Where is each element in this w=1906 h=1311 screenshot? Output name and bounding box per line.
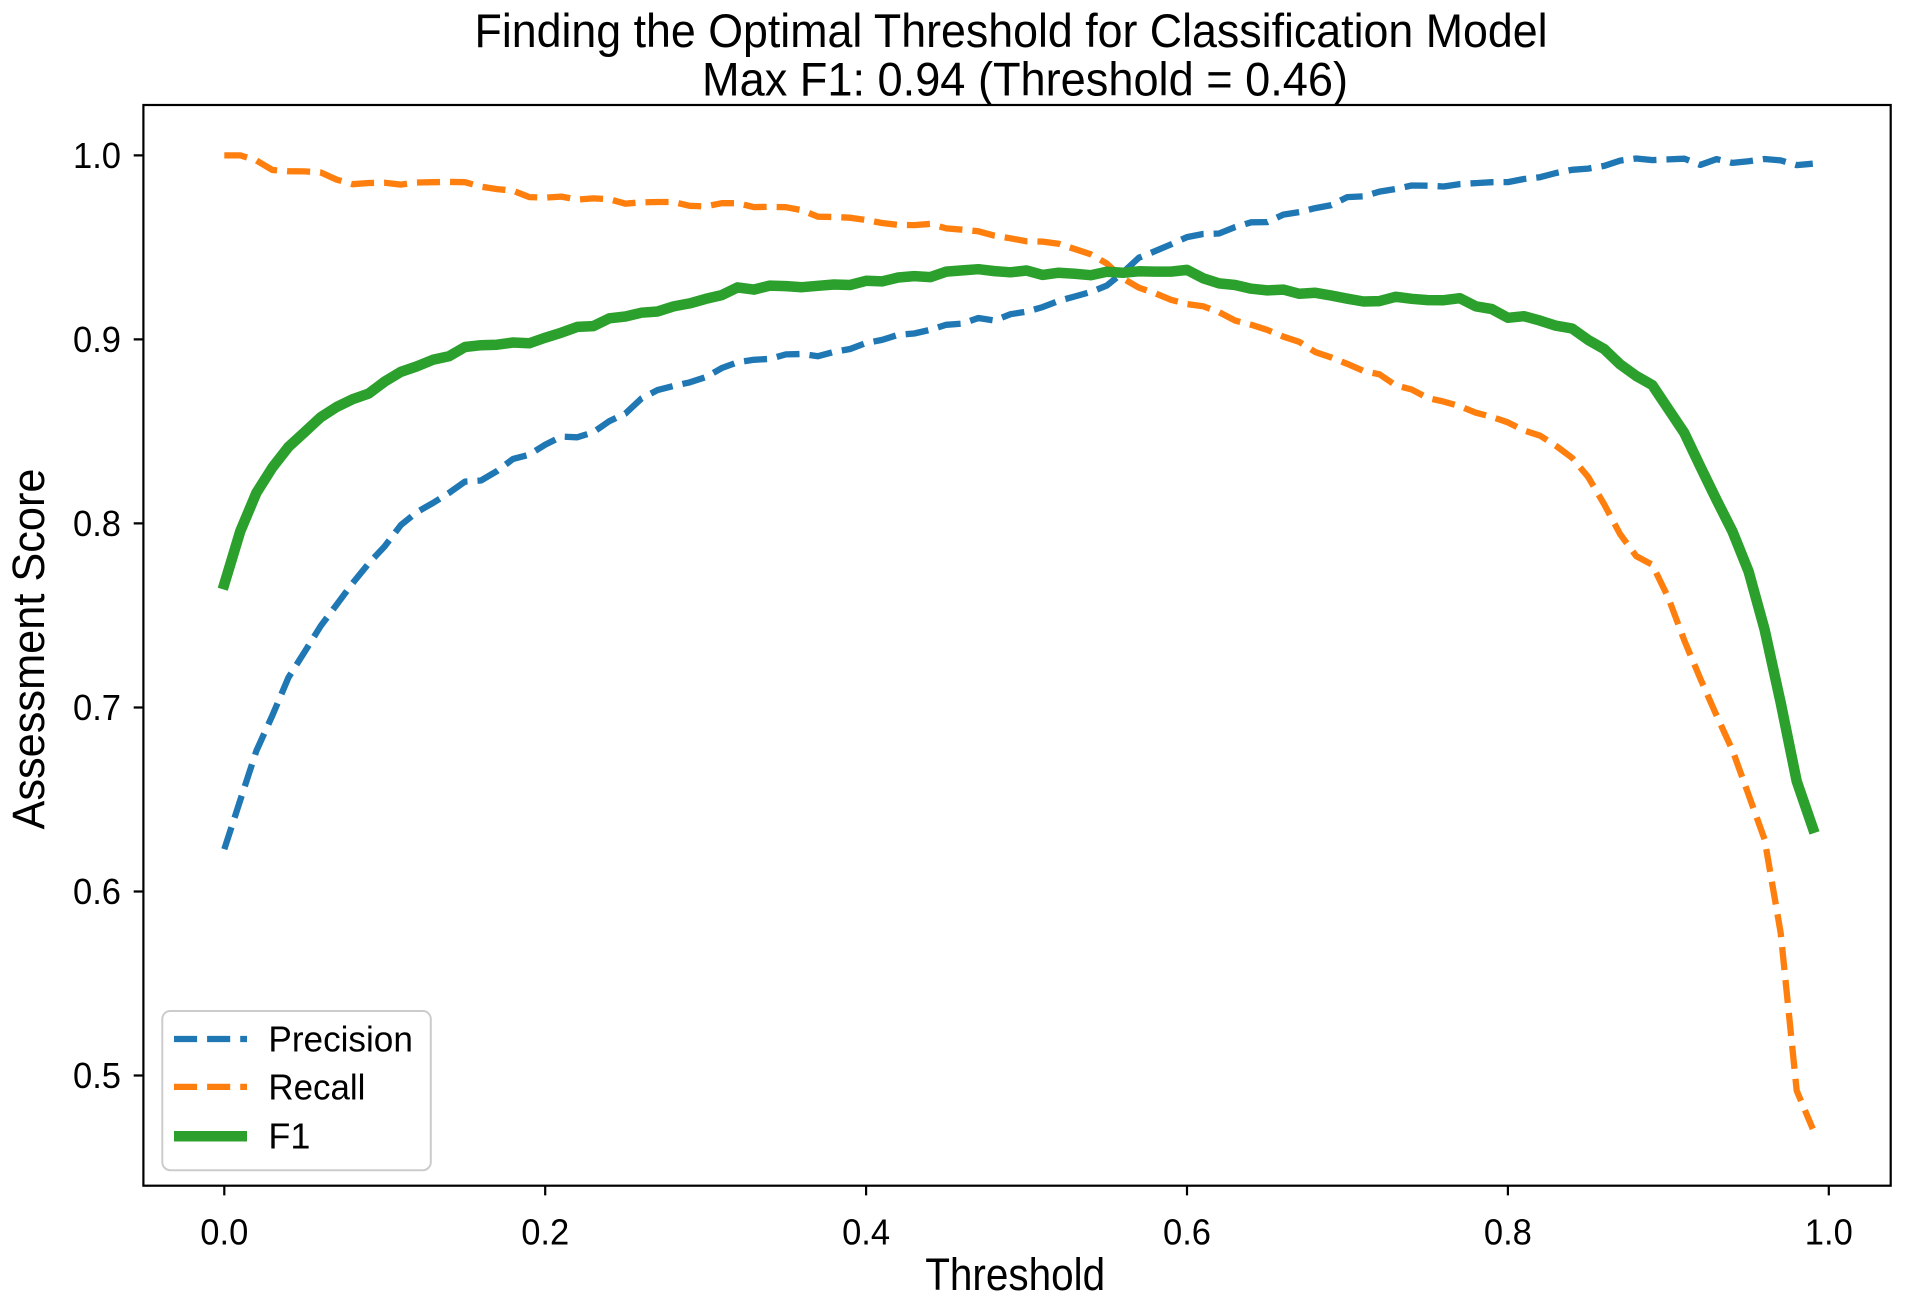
svg-text:1.0: 1.0 [1805, 1212, 1853, 1253]
svg-text:Max F1: 0.94 (Threshold = 0.46: Max F1: 0.94 (Threshold = 0.46) [702, 52, 1348, 105]
svg-text:Precision: Precision [268, 1019, 413, 1060]
svg-text:0.8: 0.8 [73, 503, 121, 544]
svg-text:Finding the Optimal Threshold: Finding the Optimal Threshold for Classi… [475, 4, 1548, 57]
svg-text:0.9: 0.9 [73, 319, 121, 360]
svg-text:0.6: 0.6 [73, 871, 121, 912]
svg-text:Recall: Recall [268, 1066, 365, 1107]
svg-text:0.8: 0.8 [1484, 1212, 1532, 1253]
svg-text:Assessment Score: Assessment Score [3, 469, 54, 830]
svg-text:0.4: 0.4 [842, 1212, 890, 1253]
svg-text:F1: F1 [268, 1116, 310, 1157]
svg-text:0.5: 0.5 [73, 1055, 121, 1096]
svg-text:0.6: 0.6 [1163, 1212, 1211, 1253]
svg-text:0.0: 0.0 [200, 1212, 248, 1253]
svg-text:1.0: 1.0 [73, 135, 121, 176]
svg-text:Threshold: Threshold [925, 1249, 1105, 1300]
svg-text:0.2: 0.2 [521, 1212, 569, 1253]
svg-text:0.7: 0.7 [73, 687, 121, 728]
